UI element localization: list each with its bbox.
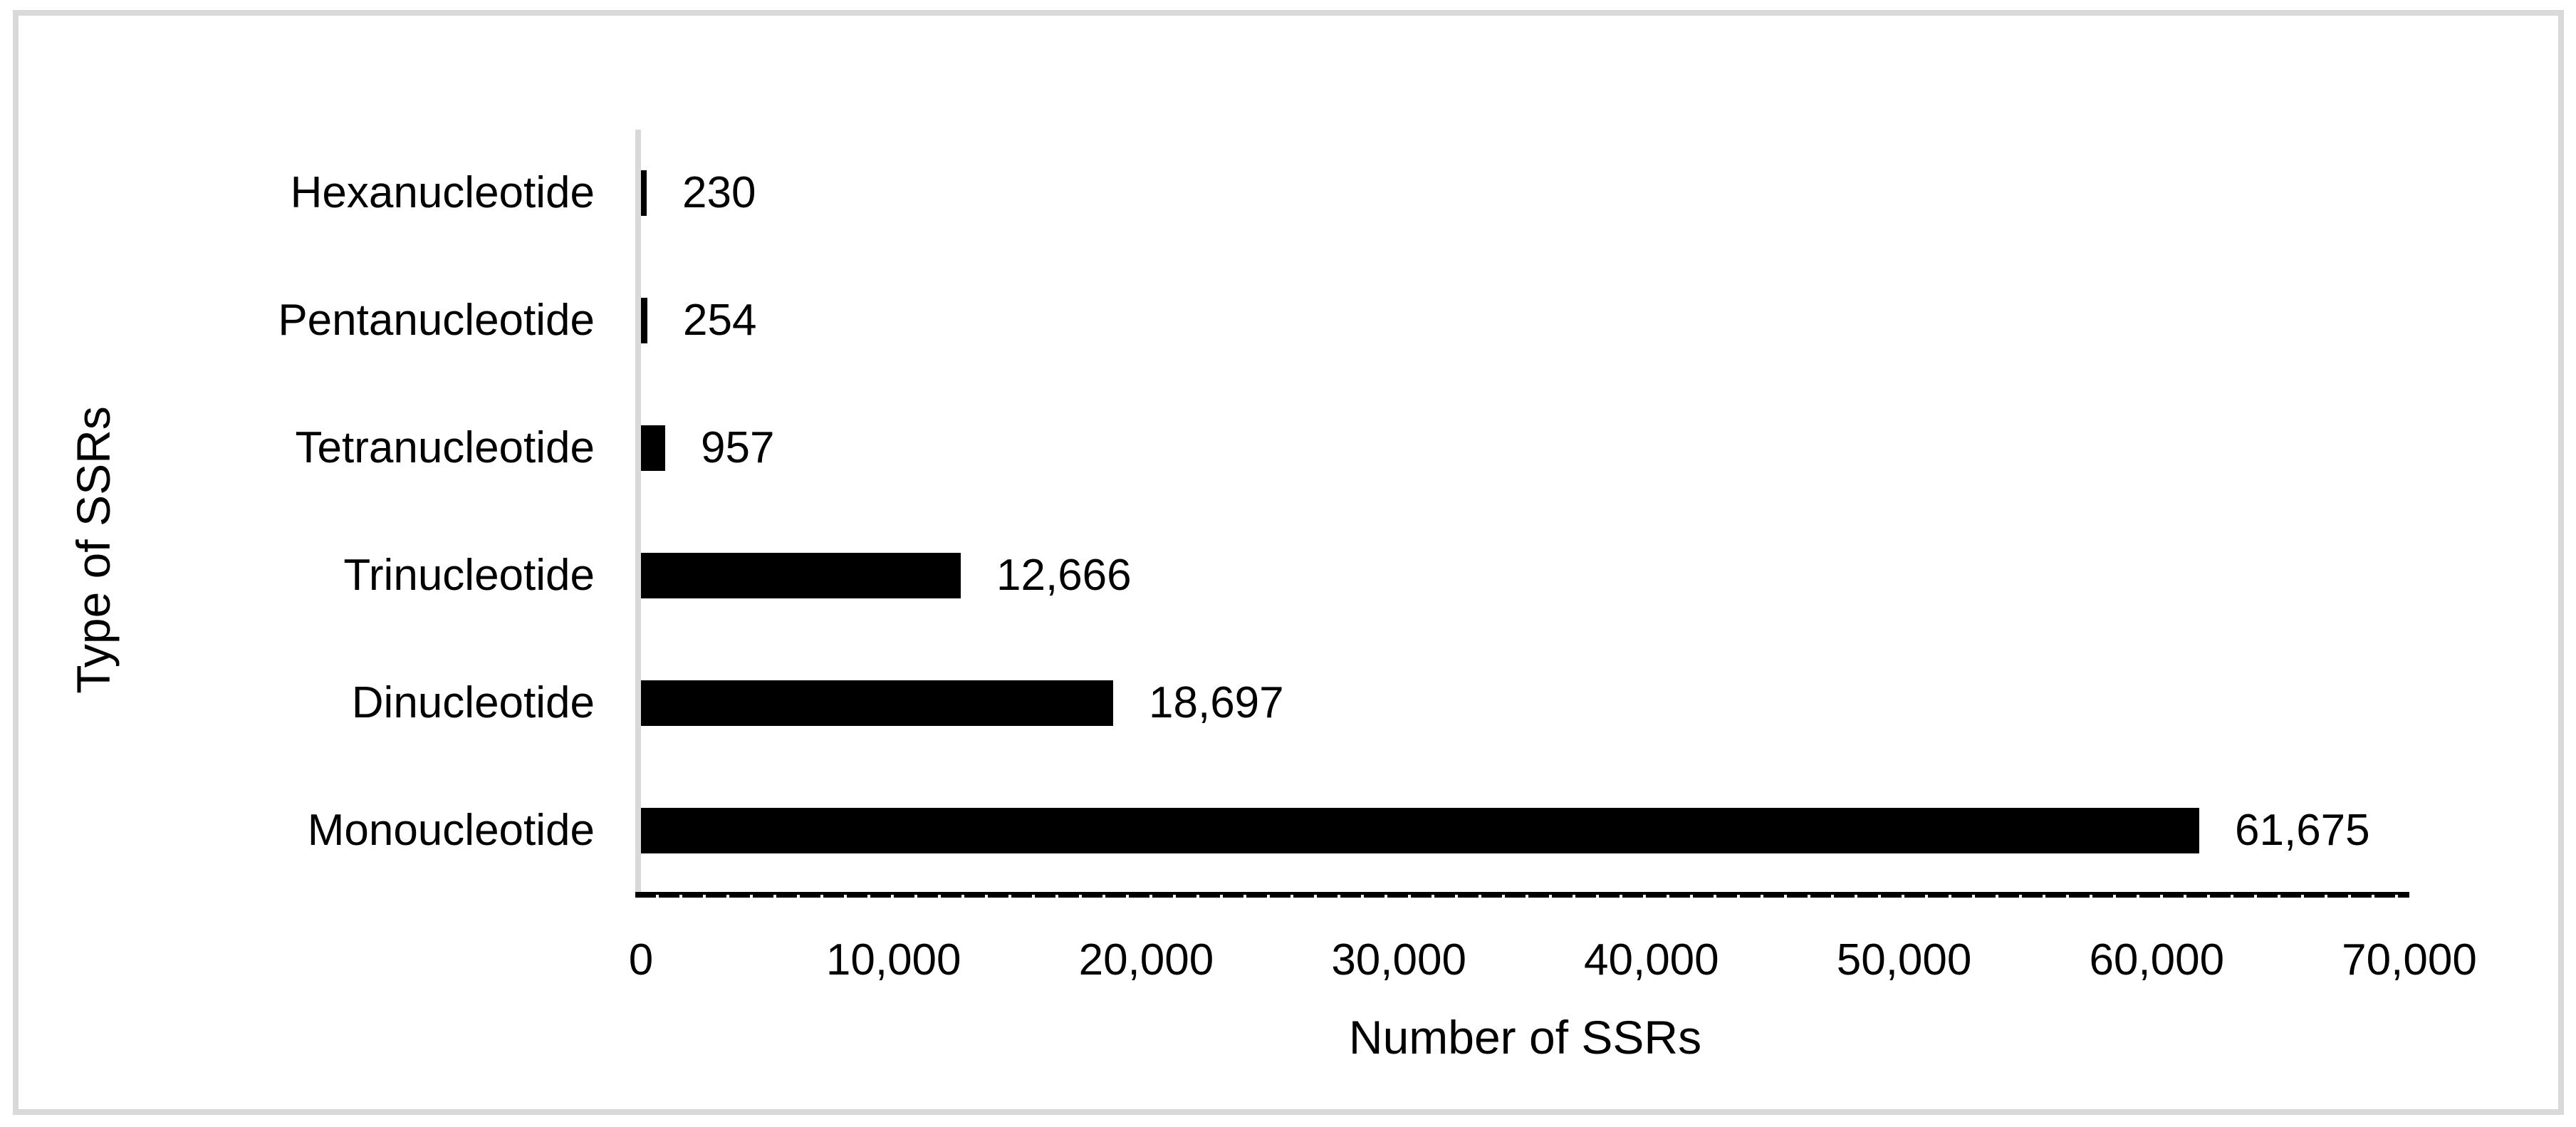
x-tick-label: 50,000 bbox=[1836, 935, 1972, 985]
value-label: 18,697 bbox=[1149, 677, 1284, 727]
category-label: Pentanucleotide bbox=[278, 296, 595, 346]
category-label: Trinucleotide bbox=[343, 550, 595, 600]
value-label: 957 bbox=[701, 423, 775, 473]
bar bbox=[641, 298, 647, 344]
x-tick-label: 60,000 bbox=[2089, 935, 2225, 985]
x-axis-line bbox=[635, 892, 2409, 898]
value-label: 230 bbox=[682, 168, 756, 218]
y-axis-line bbox=[635, 130, 641, 894]
category-label: Monoucleotide bbox=[307, 805, 595, 855]
value-label: 254 bbox=[683, 296, 757, 346]
x-tick-label: 20,000 bbox=[1078, 935, 1214, 985]
bar bbox=[641, 807, 2199, 853]
x-tick-label: 40,000 bbox=[1584, 935, 1719, 985]
bar bbox=[641, 552, 961, 598]
x-tick-label: 30,000 bbox=[1331, 935, 1466, 985]
figure-border bbox=[13, 10, 2564, 1115]
x-tick-label: 10,000 bbox=[825, 935, 961, 985]
category-label: Dinucleotide bbox=[351, 677, 595, 727]
bar bbox=[641, 425, 665, 472]
bar bbox=[641, 170, 647, 217]
value-label: 12,666 bbox=[996, 550, 1132, 600]
x-axis-title: Number of SSRs bbox=[1348, 1011, 1702, 1064]
x-tick-label: 70,000 bbox=[2342, 935, 2477, 985]
category-label: Tetranucleotide bbox=[295, 423, 595, 473]
value-label: 61,675 bbox=[2235, 805, 2370, 855]
bar bbox=[641, 680, 1113, 726]
x-tick-label: 0 bbox=[628, 935, 654, 985]
category-label: Hexanucleotide bbox=[290, 168, 595, 218]
